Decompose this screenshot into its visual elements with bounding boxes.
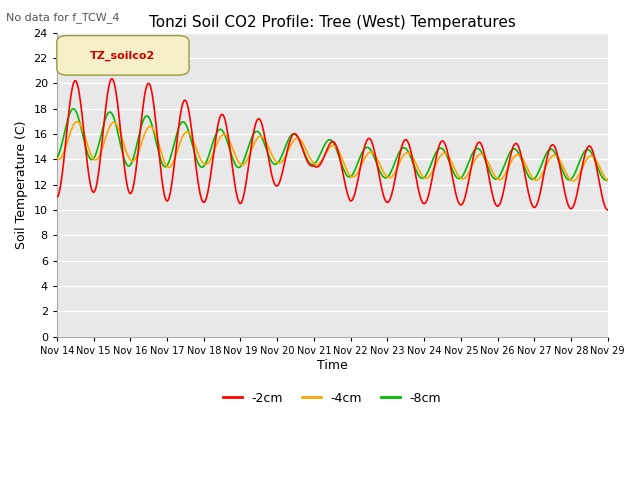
Text: No data for f_TCW_4: No data for f_TCW_4 — [6, 12, 120, 23]
X-axis label: Time: Time — [317, 359, 348, 372]
Y-axis label: Soil Temperature (C): Soil Temperature (C) — [15, 120, 28, 249]
Title: Tonzi Soil CO2 Profile: Tree (West) Temperatures: Tonzi Soil CO2 Profile: Tree (West) Temp… — [149, 15, 516, 30]
FancyBboxPatch shape — [57, 36, 189, 75]
Legend: -2cm, -4cm, -8cm: -2cm, -4cm, -8cm — [218, 386, 447, 409]
Text: TZ_soilco2: TZ_soilco2 — [90, 50, 156, 60]
